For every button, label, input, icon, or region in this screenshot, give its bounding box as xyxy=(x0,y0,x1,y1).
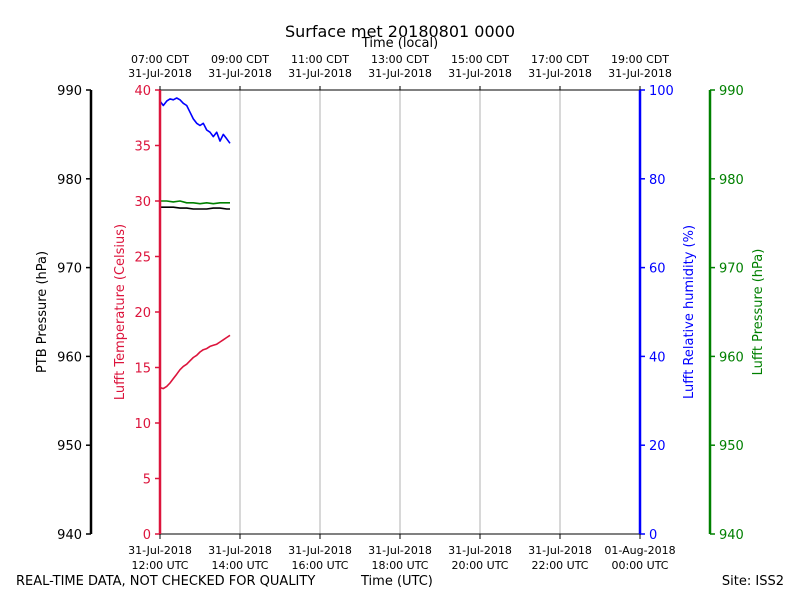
bottom-x-tick-date: 31-Jul-2018 xyxy=(368,544,432,557)
humidity-tick-label: 20 xyxy=(649,439,666,454)
bottom-x-tick-time: 22:00 UTC xyxy=(531,559,588,572)
temperature-tick-label: 25 xyxy=(134,251,151,266)
temperature-tick-label: 20 xyxy=(134,306,151,321)
site-label: Site: ISS2 xyxy=(721,574,784,589)
temperature-tick-label: 5 xyxy=(143,473,151,488)
bottom-x-tick-time: 20:00 UTC xyxy=(451,559,508,572)
top-x-tick-time: 19:00 CDT xyxy=(611,53,669,66)
ptb_pressure-tick-label: 980 xyxy=(57,173,82,188)
lufft_pressure-tick-label: 990 xyxy=(719,84,744,99)
humidity-tick-label: 0 xyxy=(649,528,657,543)
top-x-tick-date: 31-Jul-2018 xyxy=(448,67,512,80)
bottom-x-tick-time: 16:00 UTC xyxy=(291,559,348,572)
top-x-tick-time: 07:00 CDT xyxy=(131,53,189,66)
bottom-x-tick-date: 31-Jul-2018 xyxy=(208,544,272,557)
grid-lines xyxy=(239,90,561,534)
temperature-tick-label: 30 xyxy=(134,195,151,210)
humidity-series-line xyxy=(159,97,231,144)
temperature-tick-label: 40 xyxy=(134,84,151,99)
ptb_pressure-tick-label: 970 xyxy=(57,262,82,277)
humidity-tick-label: 40 xyxy=(649,350,666,365)
axis-ticks: 940 950 960 970 980 990 0 5 10 15 20 25 30 35 40 0 20 40 6… xyxy=(57,53,744,572)
humidity-tick-label: 100 xyxy=(649,84,674,99)
ptb_pressure-tick-label: 950 xyxy=(57,439,82,454)
temperature-tick-label: 10 xyxy=(134,417,151,432)
humidity-tick-label: 80 xyxy=(649,173,666,188)
bottom-x-tick-time: 00:00 UTC xyxy=(611,559,668,572)
lufft-pressure-axis-label: Lufft Pressure (hPa) xyxy=(751,249,766,376)
chart-title: Surface met 20180801 0000 xyxy=(285,22,515,41)
quality-note: REAL-TIME DATA, NOT CHECKED FOR QUALITY xyxy=(16,574,316,589)
top-x-tick-time: 17:00 CDT xyxy=(531,53,589,66)
bottom-x-tick-date: 31-Jul-2018 xyxy=(448,544,512,557)
bottom-x-tick-time: 12:00 UTC xyxy=(131,559,188,572)
lufft_pressure-series-line xyxy=(160,200,230,205)
bottom-x-tick-date: 31-Jul-2018 xyxy=(288,544,352,557)
lufft_pressure-tick-label: 950 xyxy=(719,439,744,454)
top-x-axis-label: Time (local) xyxy=(361,36,438,51)
bottom-x-tick-date: 31-Jul-2018 xyxy=(528,544,592,557)
temperature-series-line xyxy=(159,334,231,390)
top-x-tick-date: 31-Jul-2018 xyxy=(608,67,672,80)
humidity-axis-label: Lufft Relative humidity (%) xyxy=(682,225,697,399)
top-x-tick-date: 31-Jul-2018 xyxy=(528,67,592,80)
top-x-tick-date: 31-Jul-2018 xyxy=(368,67,432,80)
ptb_pressure-tick-label: 960 xyxy=(57,350,82,365)
bottom-x-tick-date: 01-Aug-2018 xyxy=(604,544,675,557)
bottom-x-tick-date: 31-Jul-2018 xyxy=(128,544,192,557)
top-x-tick-date: 31-Jul-2018 xyxy=(288,67,352,80)
temperature-tick-label: 0 xyxy=(143,528,151,543)
ptb-pressure-axis-label: PTB Pressure (hPa) xyxy=(35,251,50,373)
top-x-tick-time: 13:00 CDT xyxy=(371,53,429,66)
ptb_pressure-series-line xyxy=(160,206,230,210)
ptb_pressure-tick-label: 940 xyxy=(57,528,82,543)
lufft_pressure-tick-label: 980 xyxy=(719,173,744,188)
temperature-tick-label: 15 xyxy=(134,362,151,377)
bottom-x-tick-time: 18:00 UTC xyxy=(371,559,428,572)
top-x-tick-time: 15:00 CDT xyxy=(451,53,509,66)
bottom-x-axis-label: Time (UTC) xyxy=(361,574,433,589)
top-x-tick-date: 31-Jul-2018 xyxy=(208,67,272,80)
temperature-tick-label: 35 xyxy=(134,140,151,155)
humidity-tick-label: 60 xyxy=(649,262,666,277)
ptb_pressure-tick-label: 990 xyxy=(57,84,82,99)
series-lines xyxy=(159,97,231,390)
temperature-axis-label: Lufft Temperature (Celsius) xyxy=(113,224,128,400)
top-x-tick-time: 09:00 CDT xyxy=(211,53,269,66)
lufft_pressure-tick-label: 960 xyxy=(719,350,744,365)
bottom-x-tick-time: 14:00 UTC xyxy=(211,559,268,572)
top-x-tick-time: 11:00 CDT xyxy=(291,53,349,66)
lufft_pressure-tick-label: 970 xyxy=(719,262,744,277)
top-x-tick-date: 31-Jul-2018 xyxy=(128,67,192,80)
lufft_pressure-tick-label: 940 xyxy=(719,528,744,543)
